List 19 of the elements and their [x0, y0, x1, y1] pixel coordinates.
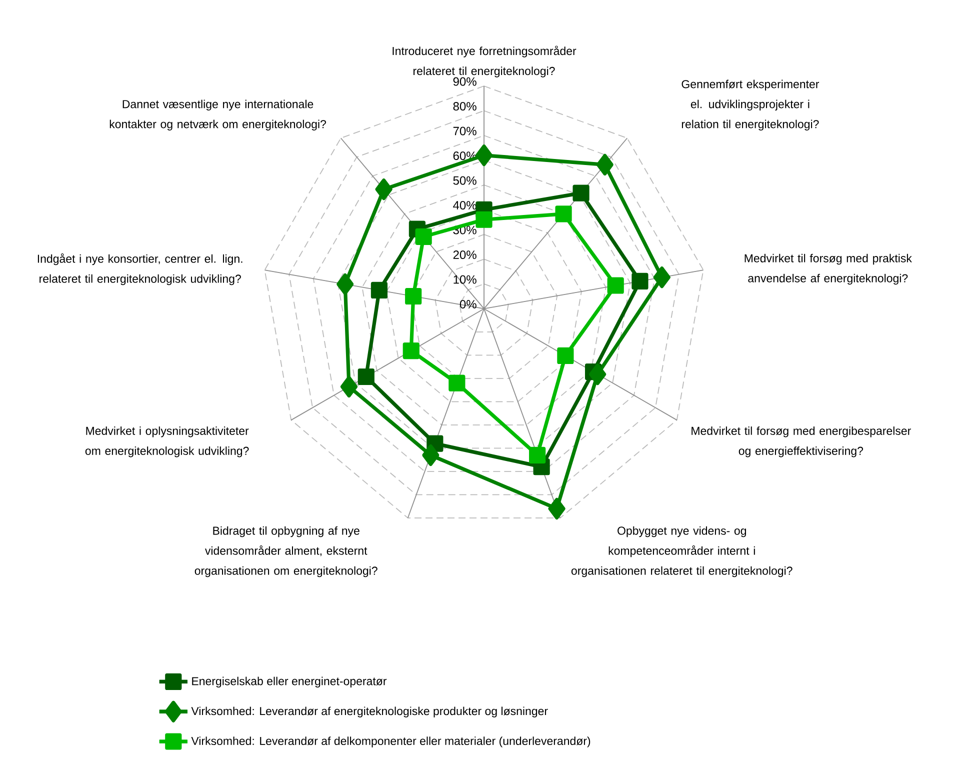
- y-tick-label: 70%: [453, 126, 476, 136]
- y-tick-label: 80%: [453, 102, 476, 111]
- y-tick-label: 90%: [453, 77, 476, 86]
- legend-label: Energiselskab eller energinet-operatør: [192, 676, 387, 688]
- spoke-label: Gennemført eksperimenter el. udviklingsprojekter i relation til energiteknologi?: [682, 80, 820, 130]
- legend-label: Virksomhed: Leverandør af energiteknologiske produkter og løsninger: [191, 706, 548, 718]
- spoke-label: Introduceret nye forretningsområder relateret til energiteknologi?: [392, 46, 576, 78]
- spoke-label: Opbygget nye videns- og kompetenceområder internt i organisationen relateret til energiteknologi?: [571, 526, 792, 578]
- y-tick-label: 20%: [453, 250, 476, 260]
- spoke-label: Indgået i nye konsortier, centrer el. lign. relateret til energiteknologisk udvikling?: [38, 253, 242, 286]
- spoke-label: Medvirket til forsøg med praktisk anvendelse af energiteknologi?: [744, 254, 912, 285]
- spoke-label: Dannet væsentlige nye internationale kontakter og netværk om energiteknologi?: [110, 100, 326, 130]
- legend-label: Virksomhed: Leverandør af delkomponenter eller materialer (underleverandør): [191, 736, 590, 748]
- y-tick-label: 10%: [454, 275, 476, 284]
- spoke-label: Medvirket til forsøg med energibesparelser og energieffektivisering?: [692, 426, 911, 458]
- y-tick-label: 50%: [453, 176, 476, 185]
- spoke-label: Bidraget til opbygning af nye vidensområder alment, eksternt organisationen om energiteknologi?: [194, 526, 378, 578]
- spoke-label: Medvirket i oplysningsaktiviteter om energiteknologisk udvikling?: [85, 426, 249, 458]
- y-tick-label: 0%: [460, 300, 476, 309]
